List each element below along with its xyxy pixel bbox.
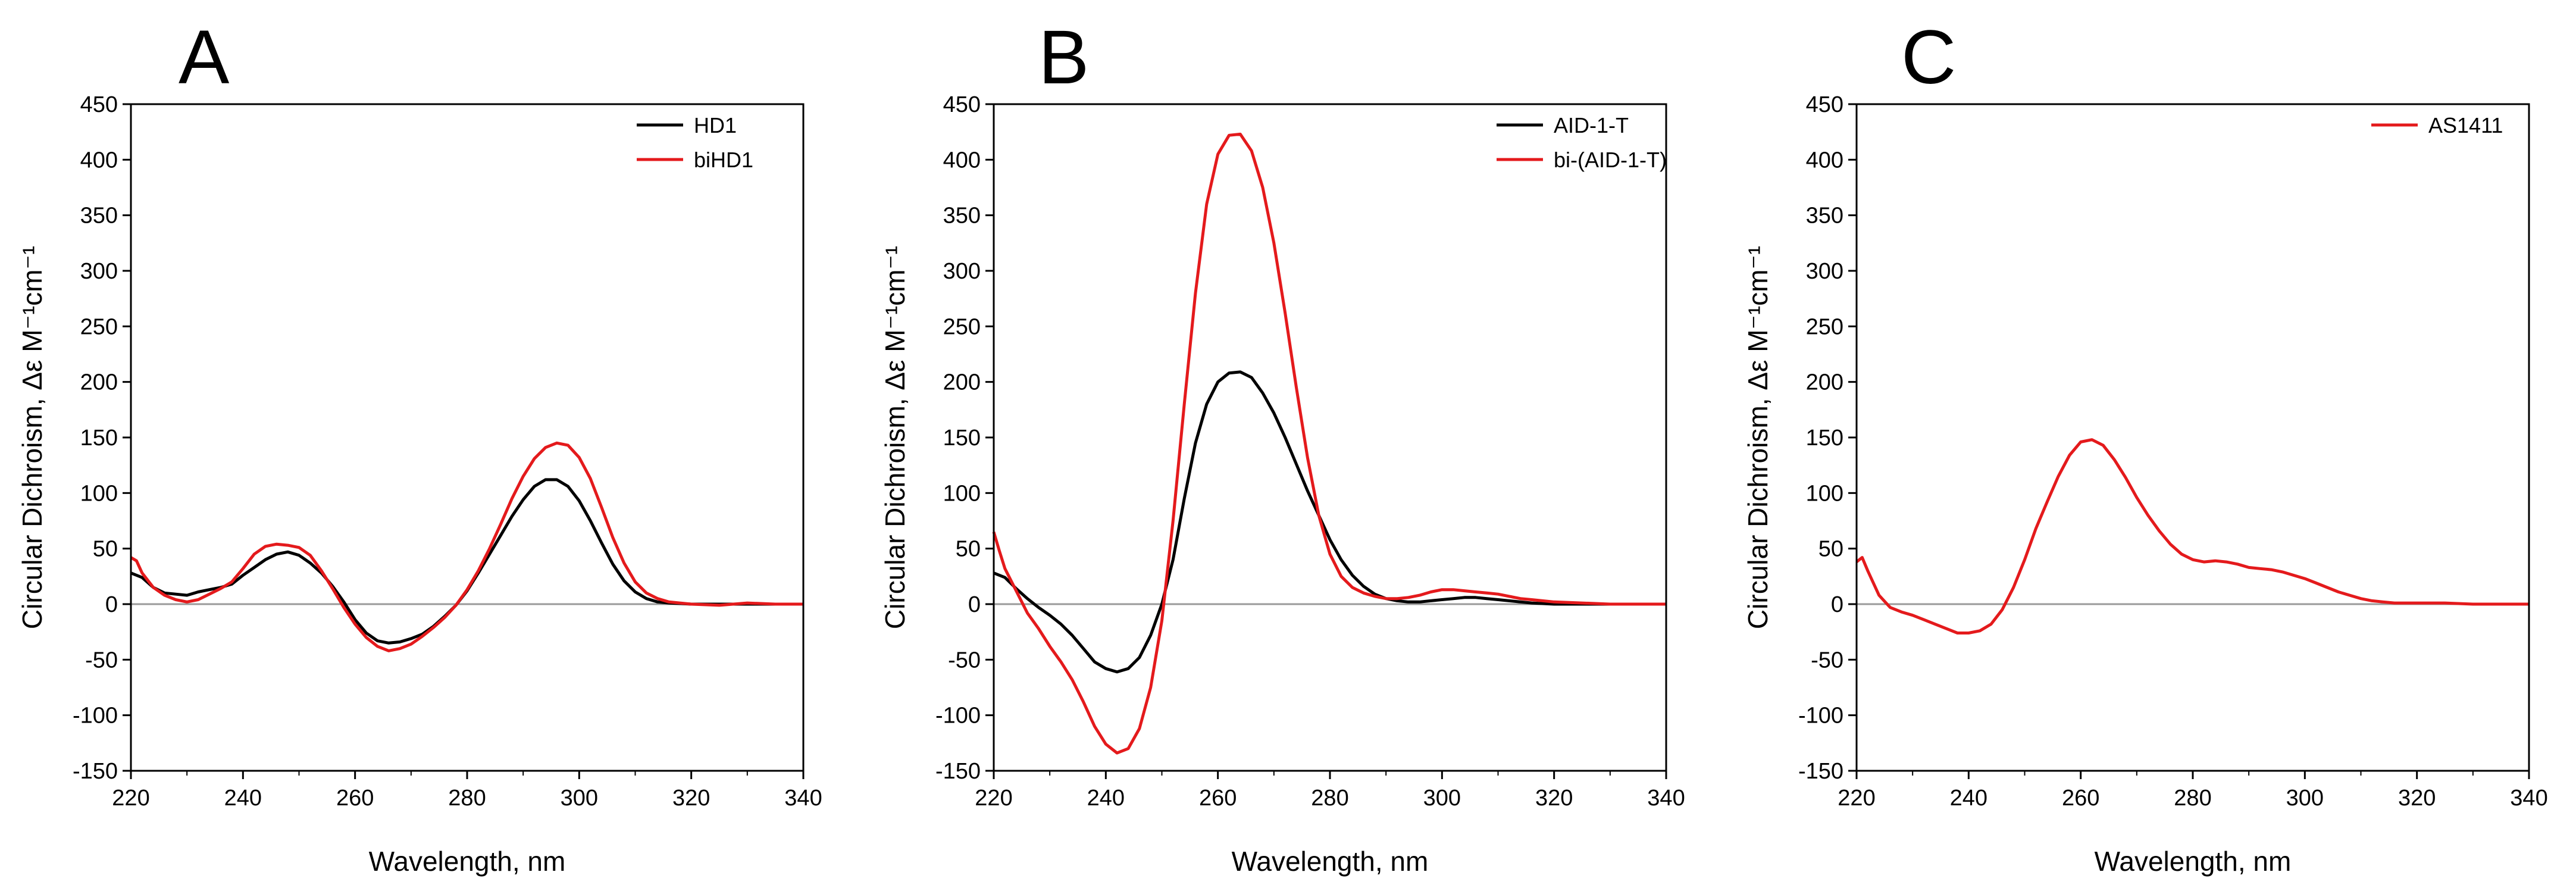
y-tick-label: 300 [943,259,981,284]
x-tick-label: 300 [561,786,598,811]
y-tick-label: 350 [80,204,118,229]
y-tick-label: 450 [943,92,981,117]
y-tick-label: -150 [935,759,981,784]
x-tick-label: 280 [448,786,486,811]
x-tick-label: 300 [1423,786,1461,811]
y-tick-label: 250 [943,314,981,339]
x-tick-label: 240 [224,786,262,811]
y-tick-label: -150 [1798,759,1843,784]
legend-label: AID-1-T [1554,113,1629,137]
legend-label: bi-(AID-1-T) [1554,148,1667,172]
y-tick-label: -50 [1811,648,1843,673]
y-tick-label: 100 [80,481,118,506]
chart-panel-a: A -150 -100 -50 0 50 100 150 200 250 300 350 400 450 2… [17,15,822,877]
series-line-aid-1-t [993,370,1666,674]
y-tick-label: -100 [1798,704,1843,729]
series-line-bi-aid-1-t [992,132,1666,755]
legend-label: biHD1 [694,148,753,172]
y-tick-label: 250 [80,314,118,339]
y-tick-label: 350 [943,204,981,229]
series-line-as1411 [1855,438,2529,634]
legend-label: HD1 [694,113,737,137]
y-tick-label: 200 [80,370,118,395]
x-tick-label: 320 [2398,786,2436,811]
legend-label: AS1411 [2428,113,2503,137]
x-tick-label: 300 [2286,786,2324,811]
y-tick-label: 300 [1806,259,1843,284]
x-tick-label: 320 [672,786,710,811]
y-tick-label: -100 [935,704,981,729]
x-tick-label: 280 [2174,786,2211,811]
y-tick-label: 400 [943,148,981,173]
x-tick-label: 260 [336,786,374,811]
y-tick-label: 450 [80,92,118,117]
x-tick-label: 220 [1838,786,1875,811]
chart-panel-b: B -150 -100 -50 0 50 100 150 200 250 300 350 400 450 2… [879,15,1685,877]
x-axis-title: Wavelength, nm [1232,846,1429,877]
y-tick-label: 150 [80,426,118,451]
y-tick-label: 200 [943,370,981,395]
y-tick-label: 250 [1806,314,1843,339]
y-tick-label: 300 [80,259,118,284]
x-tick-label: 220 [975,786,1012,811]
series-line-bihd1 [130,441,803,652]
y-tick-label: -50 [948,648,981,673]
y-tick-label: 150 [943,426,981,451]
y-tick-label: 50 [956,537,981,562]
chart-panel-c: C -150 -100 -50 0 50 100 150 200 250 300 350 400 450 2… [1742,15,2548,877]
y-tick-label: 100 [1806,481,1843,506]
plot-frame [130,103,805,772]
y-tick-label: 100 [943,481,981,506]
x-tick-label: 340 [1647,786,1685,811]
y-tick-label: 50 [1818,537,1843,562]
y-tick-label: -150 [73,759,118,784]
x-tick-label: 340 [2510,786,2547,811]
x-axis-title: Wavelength, nm [369,846,566,877]
y-tick-label: -100 [73,704,118,729]
y-tick-label: 150 [1806,426,1843,451]
x-tick-label: 220 [112,786,149,811]
x-tick-label: 320 [1535,786,1573,811]
y-tick-label: 0 [968,592,981,617]
x-tick-label: 340 [784,786,822,811]
y-tick-label: 0 [105,592,118,617]
x-tick-label: 260 [1199,786,1237,811]
y-tick-label: 400 [1806,148,1843,173]
x-tick-label: 240 [1087,786,1125,811]
y-tick-label: 200 [1806,370,1843,395]
plot-frame [1855,103,2530,772]
x-axis-title: Wavelength, nm [2095,846,2292,877]
y-tick-label: 0 [1831,592,1843,617]
panel-label: A [179,15,230,100]
y-tick-label: -50 [85,648,118,673]
panel-label: B [1038,15,1089,100]
y-tick-label: 350 [1806,204,1843,229]
y-tick-label: 400 [80,148,118,173]
panel-label: C [1901,15,1956,100]
y-axis-title: Circular Dichroism, Δε M⁻¹cm⁻¹ [17,246,48,629]
x-tick-label: 240 [1950,786,1987,811]
series-line-hd1 [130,478,803,645]
y-tick-label: 50 [93,537,118,562]
y-tick-label: 450 [1806,92,1843,117]
x-tick-label: 280 [1311,786,1348,811]
x-tick-label: 260 [2062,786,2099,811]
y-axis-title: Circular Dichroism, Δε M⁻¹cm⁻¹ [879,246,910,629]
y-axis-title: Circular Dichroism, Δε M⁻¹cm⁻¹ [1742,246,1773,629]
plot-frame [993,103,1667,772]
